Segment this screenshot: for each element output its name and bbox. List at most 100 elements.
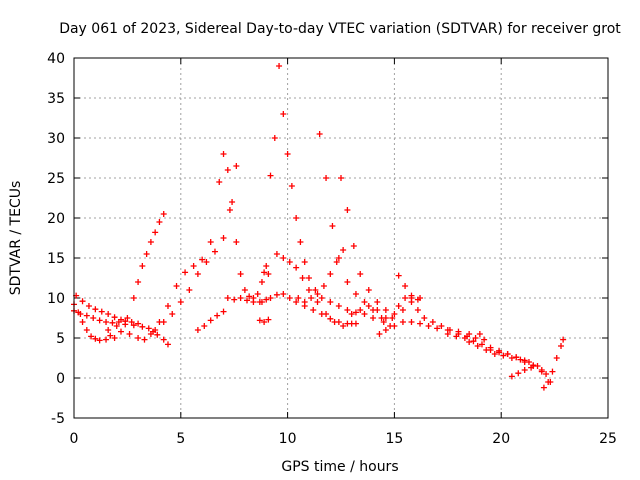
- y-axis-ticks: -5 0 5 10 15 20 25 30 35 40: [47, 51, 608, 427]
- data-point: [293, 215, 300, 221]
- plot-frame: [73, 57, 609, 419]
- data-point: [284, 151, 291, 157]
- data-point: [293, 299, 300, 305]
- data-point: [83, 312, 90, 319]
- data-point: [301, 299, 308, 305]
- data-point: [438, 323, 445, 329]
- data-point: [286, 295, 293, 301]
- y-tick-label: 35: [47, 91, 65, 107]
- data-point: [408, 319, 415, 325]
- data-point: [301, 259, 308, 265]
- y-tick-label: 40: [47, 51, 65, 67]
- data-point: [352, 291, 359, 297]
- data-point: [160, 211, 167, 217]
- data-point: [254, 291, 261, 297]
- data-point: [333, 259, 340, 265]
- data-point: [476, 331, 483, 337]
- series-pass-6: [126, 179, 223, 343]
- data-point: [312, 287, 319, 293]
- y-axis-label: SDTVAR / TECUs: [8, 181, 24, 296]
- data-point: [508, 355, 515, 361]
- data-point: [111, 314, 118, 321]
- data-point: [88, 333, 95, 340]
- data-point: [327, 315, 334, 322]
- data-point: [297, 239, 304, 245]
- x-tick-label: 15: [385, 431, 403, 447]
- data-point: [513, 354, 520, 361]
- data-point: [414, 307, 421, 313]
- data-point: [425, 323, 432, 329]
- data-point: [143, 251, 150, 257]
- series-pass-19: [348, 303, 483, 337]
- x-tick-label: 0: [70, 431, 79, 447]
- data-point: [141, 336, 148, 343]
- data-point: [560, 336, 567, 343]
- data-point: [280, 255, 287, 261]
- data-point: [190, 263, 197, 269]
- y-tick-label: 10: [47, 291, 65, 307]
- data-point: [92, 306, 99, 313]
- data-point: [558, 343, 565, 349]
- data-point: [540, 384, 547, 391]
- data-point: [241, 287, 248, 293]
- data-point: [124, 315, 131, 321]
- data-point: [365, 287, 372, 293]
- data-point: [323, 175, 330, 181]
- series-pass-3: [73, 292, 124, 323]
- x-tick-label: 20: [492, 431, 510, 447]
- data-point: [211, 248, 218, 255]
- data-point: [414, 296, 421, 303]
- data-point: [160, 319, 167, 325]
- data-point: [446, 327, 453, 333]
- data-point: [395, 272, 402, 279]
- data-point: [295, 295, 302, 301]
- data-point: [130, 322, 137, 329]
- data-point: [169, 311, 176, 317]
- data-point: [517, 356, 524, 363]
- series-pass-25: [508, 364, 535, 380]
- data-point: [216, 179, 223, 185]
- data-point: [147, 331, 154, 337]
- data-point: [500, 352, 507, 359]
- data-point: [261, 269, 268, 276]
- data-point: [267, 295, 274, 301]
- data-point: [461, 335, 468, 341]
- data-point: [357, 307, 364, 313]
- series-pass-26: [540, 336, 567, 391]
- series-pass-14: [267, 291, 359, 327]
- data-point: [229, 199, 236, 205]
- x-axis-label: GPS time / hours: [281, 459, 398, 475]
- series-pass-22: [444, 331, 554, 385]
- y-tick-label: 30: [47, 131, 65, 147]
- data-point: [226, 207, 233, 213]
- data-point: [376, 331, 383, 337]
- series-pass-11: [258, 263, 272, 285]
- data-point: [408, 295, 415, 301]
- data-point: [382, 307, 389, 313]
- data-point: [261, 319, 268, 325]
- data-point: [466, 339, 473, 345]
- data-point: [305, 275, 312, 281]
- data-point: [361, 311, 368, 317]
- data-point: [103, 319, 110, 325]
- data-point: [186, 287, 193, 293]
- data-point: [365, 303, 372, 309]
- data-point: [382, 327, 389, 333]
- data-point: [135, 335, 142, 341]
- data-point: [331, 319, 338, 325]
- data-point: [233, 239, 240, 245]
- data-point: [83, 327, 90, 333]
- data-point: [352, 309, 359, 316]
- data-point: [194, 327, 201, 333]
- data-point: [288, 183, 295, 189]
- data-point: [265, 271, 272, 277]
- data-point: [258, 279, 265, 285]
- data-point: [135, 320, 142, 327]
- series-pass-21: [395, 272, 488, 343]
- data-point: [265, 316, 272, 323]
- data-point: [508, 373, 515, 380]
- data-point: [504, 351, 511, 357]
- data-point: [434, 325, 441, 332]
- data-point: [113, 323, 120, 329]
